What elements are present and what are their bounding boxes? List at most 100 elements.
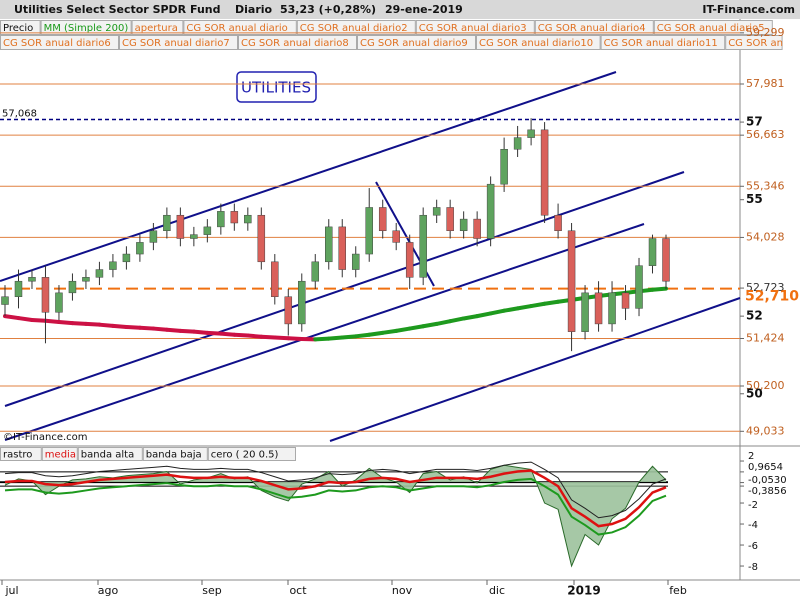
brand: IT-Finance.com: [702, 3, 795, 16]
indicator-label: Precio: [3, 23, 33, 34]
moving-average: [16, 316, 34, 323]
moving-average: [110, 323, 129, 330]
candle-body: [446, 207, 454, 232]
moving-average: [137, 325, 156, 331]
indicator-label: CG SOR anual diario3: [419, 23, 527, 34]
y-tick-label: 57: [746, 115, 763, 129]
x-tick-label: sep: [202, 584, 221, 597]
candle-body: [635, 265, 643, 309]
y-tick-label: 50: [746, 386, 763, 400]
moving-average: [164, 327, 183, 333]
moving-average: [313, 336, 331, 342]
x-tick-label: 2019: [567, 584, 600, 598]
candle-body: [163, 214, 171, 232]
legend-tab: [41, 447, 78, 461]
moving-average: [124, 325, 142, 330]
candle-body: [338, 226, 346, 270]
candle-body: [14, 280, 23, 297]
moving-average: [448, 316, 466, 324]
moving-average: [232, 332, 250, 338]
indicator-label: CG SOR anual diario6: [3, 38, 111, 49]
moving-average: [394, 326, 412, 333]
indicator-label: CG SOR anual diario9: [360, 38, 468, 49]
moving-average: [259, 334, 277, 340]
x-tick-label: nov: [392, 584, 413, 597]
indicator-label: apertura: [135, 23, 178, 34]
indicator-tab: [725, 35, 783, 50]
x-tick-label: oct: [289, 584, 307, 597]
candle-body: [621, 292, 630, 309]
moving-average: [488, 308, 507, 316]
y-tick-label: 56,663: [746, 128, 785, 141]
candle-body: [257, 214, 266, 263]
candle-body: [190, 234, 198, 239]
moving-average: [70, 321, 88, 326]
period: Diario: [235, 3, 273, 16]
legend-tab: [207, 447, 296, 461]
candle-body: [284, 296, 293, 325]
x-tick-label: feb: [669, 584, 687, 597]
moving-average: [529, 301, 547, 309]
candle-body: [500, 148, 508, 185]
moving-average: [29, 318, 48, 323]
y-tick-label: 57,981: [746, 77, 785, 90]
moving-average: [43, 318, 61, 324]
indicator-label: CG SOR anual diario2: [300, 23, 408, 34]
last-price-label: 52,710: [745, 289, 799, 305]
x-tick-label: dic: [489, 584, 505, 597]
candle-body: [311, 261, 320, 282]
header-bar: [0, 0, 800, 19]
credit: ©IT-Finance.com: [3, 432, 88, 443]
moving-average: [367, 330, 385, 337]
indicator-label: CG SOR anual diario10: [479, 38, 593, 49]
candle-body: [68, 280, 77, 294]
candle-body: [432, 207, 441, 216]
candle-body: [405, 242, 414, 278]
candle-body: [527, 129, 535, 138]
y-tick-label: -2: [748, 500, 758, 511]
candle-body: [419, 214, 427, 278]
x-tick-label: jul: [4, 584, 18, 597]
candle-body: [55, 292, 63, 313]
moving-average: [218, 331, 237, 337]
moving-average: [97, 322, 115, 328]
indicator-tab: [238, 35, 357, 50]
indicator-tab: [600, 35, 726, 50]
indicator-tab: [131, 20, 184, 35]
indicator-label: CG SOR anual diario: [186, 23, 287, 34]
candle-body: [109, 261, 117, 270]
quote: 53,23 (+0,28%): [280, 3, 376, 16]
moving-average: [475, 311, 493, 319]
legend-label: banda alta: [81, 450, 134, 461]
moving-average: [542, 299, 561, 306]
moving-average: [502, 306, 520, 313]
moving-average: [407, 324, 426, 331]
indicator-label: CG SOR anual diario11: [604, 38, 718, 49]
candle-body: [95, 269, 104, 278]
moving-average: [353, 332, 372, 339]
indicator-tab: [0, 35, 119, 50]
moving-average: [178, 328, 196, 334]
candle-body: [648, 238, 657, 266]
oscillator-line: [4, 469, 667, 528]
candle-body: [567, 230, 576, 332]
indicator-tab: [183, 20, 297, 35]
date: 29-ene-2019: [385, 3, 463, 16]
candle-body: [1, 296, 9, 305]
y-tick-label: -8: [748, 562, 758, 573]
y-tick-label: 50,200: [746, 379, 785, 392]
indicator-tab: [415, 20, 535, 35]
indicator-tab: [0, 20, 41, 35]
moving-average: [340, 334, 358, 340]
title: Utilities Select Sector SPDR Fund: [14, 3, 220, 16]
candle-body: [203, 226, 212, 235]
moving-average: [151, 326, 169, 332]
y-tick-label: -6: [748, 541, 758, 552]
moving-average: [286, 336, 304, 342]
y-tick-label: -4: [748, 520, 758, 531]
candle-body: [486, 183, 495, 239]
indicator-label: CG SOR anual diario7: [122, 38, 230, 49]
y-tick-label: 2: [748, 451, 754, 462]
candle-body: [554, 214, 562, 232]
indicator-label: MM (Simple 200): [44, 23, 129, 34]
